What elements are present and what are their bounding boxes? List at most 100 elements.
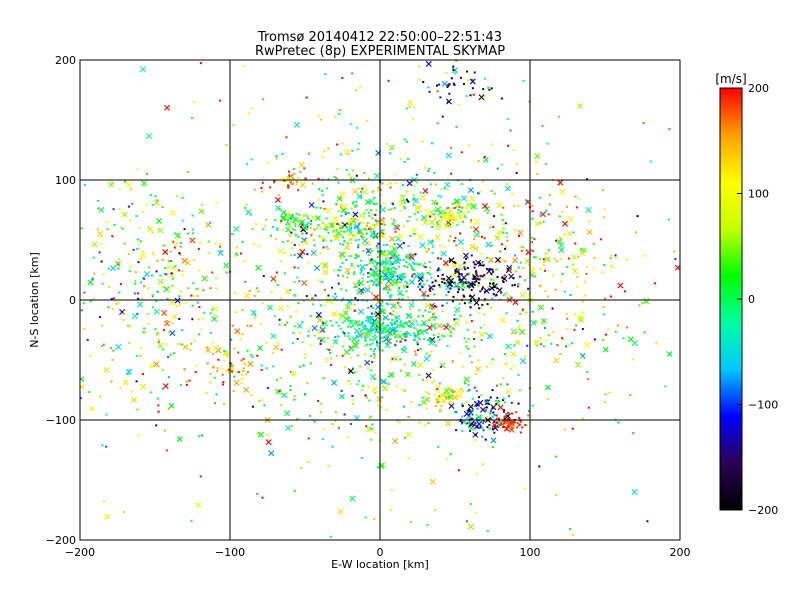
scatter-point-dot <box>574 313 577 316</box>
scatter-point-dot <box>348 338 351 341</box>
scatter-point-dot <box>299 228 302 231</box>
scatter-point-dot <box>436 388 439 391</box>
scatter-point-x <box>321 320 328 327</box>
scatter-point-dot <box>499 423 502 426</box>
scatter-point-dot <box>169 250 172 253</box>
scatter-point-dot <box>433 318 436 321</box>
scatter-point-dot <box>360 389 363 392</box>
scatter-point-dot <box>129 265 132 268</box>
scatter-point-x <box>87 279 94 286</box>
scatter-point-x <box>275 388 282 395</box>
scatter-point-dot <box>389 295 392 298</box>
scatter-point-dot <box>393 254 396 257</box>
scatter-point-dot <box>221 383 224 386</box>
scatter-point-dot <box>455 244 458 247</box>
scatter-point-dot <box>215 201 218 204</box>
scatter-point-dot <box>544 163 547 166</box>
scatter-point-dot <box>382 228 385 231</box>
scatter-point-dot <box>457 271 460 274</box>
scatter-point-dot <box>502 223 505 226</box>
scatter-point-dot <box>363 327 366 330</box>
x-tick-label: 200 <box>670 546 691 559</box>
scatter-point-x <box>512 257 519 264</box>
scatter-point-dot <box>414 253 417 256</box>
scatter-point-dot <box>307 334 310 337</box>
scatter-point-dot <box>457 209 460 212</box>
scatter-point-dot <box>406 157 409 160</box>
scatter-point-x <box>162 249 169 256</box>
scatter-point-x <box>353 223 360 230</box>
scatter-point-dot <box>351 217 354 220</box>
scatter-point-dot <box>289 385 292 388</box>
scatter-point-dot <box>449 334 452 337</box>
scatter-point-dot <box>602 264 605 267</box>
scatter-point-x <box>365 426 372 433</box>
scatter-point-dot <box>459 76 462 79</box>
scatter-point-dot <box>188 379 191 382</box>
scatter-point-x <box>417 362 424 369</box>
scatter-point-dot <box>382 266 385 269</box>
scatter-point-dot <box>212 313 215 316</box>
scatter-point-dot <box>489 268 492 271</box>
scatter-point-dot <box>134 282 137 285</box>
scatter-point-dot <box>486 303 489 306</box>
scatter-point-dot <box>225 266 228 269</box>
scatter-point-x <box>352 188 359 195</box>
scatter-point-dot <box>358 283 361 286</box>
scatter-point-dot <box>239 252 242 255</box>
scatter-point-dot <box>516 319 519 322</box>
scatter-point-x <box>480 406 487 413</box>
scatter-point-dot <box>527 293 530 296</box>
scatter-point-dot <box>399 273 402 276</box>
scatter-point-dot <box>147 322 150 325</box>
scatter-point-dot <box>483 300 486 303</box>
scatter-point-dot <box>548 213 551 216</box>
scatter-point-dot <box>497 423 500 426</box>
y-tick-label: −100 <box>46 414 76 427</box>
scatter-point-dot <box>504 247 507 250</box>
scatter-point-dot <box>476 426 479 429</box>
scatter-point-dot <box>171 240 174 243</box>
scatter-point-dot <box>162 244 165 247</box>
scatter-point-dot <box>379 193 382 196</box>
scatter-point-dot <box>319 339 322 342</box>
scatter-point-dot <box>479 190 482 193</box>
scatter-point-x <box>519 328 526 335</box>
scatter-point-x <box>314 215 321 222</box>
scatter-point-dot <box>388 339 391 342</box>
scatter-point-dot <box>394 281 397 284</box>
scatter-point-dot <box>366 120 369 123</box>
scatter-point-dot <box>110 298 113 301</box>
scatter-point-dot <box>302 364 305 367</box>
scatter-point-dot <box>287 211 290 214</box>
scatter-point-dot <box>602 216 605 219</box>
scatter-point-dot <box>379 188 382 191</box>
scatter-point-dot <box>295 183 298 186</box>
scatter-point-dot <box>455 205 458 208</box>
scatter-point-dot <box>480 235 483 238</box>
scatter-point-x <box>338 393 345 400</box>
scatter-point-dot <box>126 324 129 327</box>
scatter-point-x <box>270 275 277 282</box>
scatter-point-dot <box>230 370 233 373</box>
scatter-point-dot <box>175 241 178 244</box>
scatter-point-dot <box>644 254 647 257</box>
scatter-point-dot <box>97 207 100 210</box>
scatter-point-dot <box>276 227 279 230</box>
scatter-point-dot <box>322 330 325 333</box>
scatter-point-dot <box>439 394 442 397</box>
scatter-point-dot <box>463 302 466 305</box>
scatter-point-x <box>174 297 181 304</box>
x-tick-label: −100 <box>215 546 245 559</box>
scatter-point-dot <box>378 272 381 275</box>
scatter-point-dot <box>359 272 362 275</box>
scatter-point-dot <box>349 255 352 258</box>
scatter-point-dot <box>426 339 429 342</box>
scatter-point-x <box>440 250 447 257</box>
scatter-point-dot <box>306 215 309 218</box>
scatter-point-dot <box>306 253 309 256</box>
scatter-point-dot <box>391 203 394 206</box>
scatter-point-dot <box>507 424 510 427</box>
scatter-point-dot <box>469 503 472 506</box>
scatter-point-dot <box>405 107 408 110</box>
